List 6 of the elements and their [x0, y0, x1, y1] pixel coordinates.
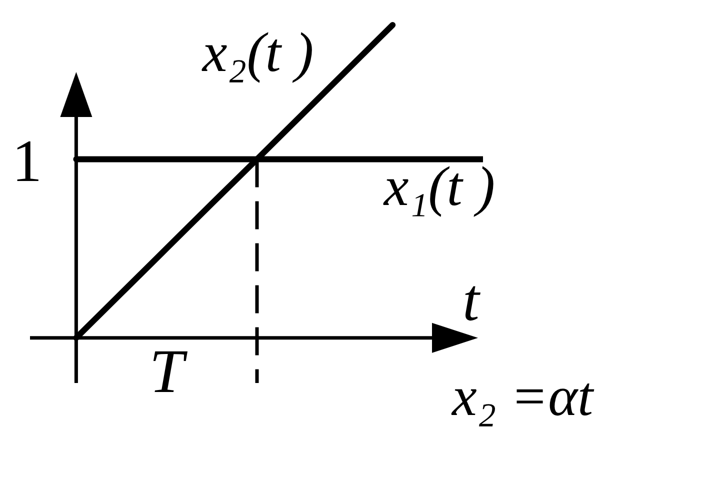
x-axis-title: t: [462, 266, 481, 333]
text: x₂ =αt: [451, 366, 595, 428]
series-label: x₁(t ): [382, 156, 495, 218]
text: 1: [12, 128, 42, 194]
series-label: x₂(t ): [201, 22, 314, 84]
annotation: T: [149, 338, 188, 406]
